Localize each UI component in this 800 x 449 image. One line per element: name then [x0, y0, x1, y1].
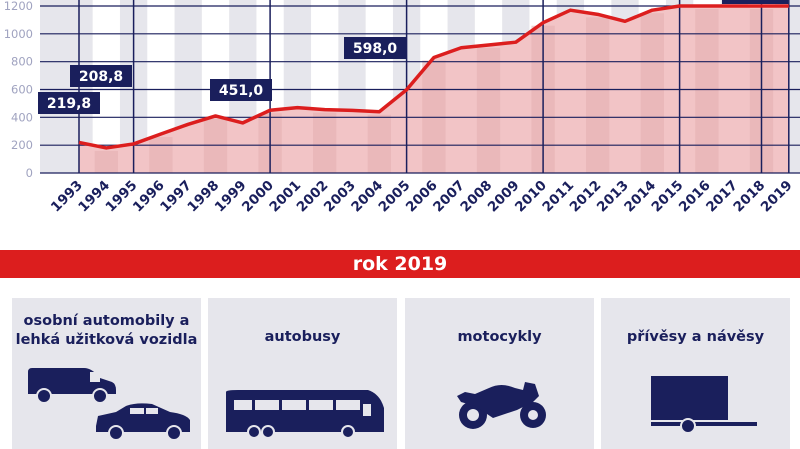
area-stripe [367, 114, 391, 173]
category-title: osobní automobily a lehká užitková vozid… [15, 313, 198, 348]
area-stripe [94, 150, 118, 173]
category-title: přívěsy a návěsy [626, 329, 765, 345]
category-card-trailers: přívěsy a návěsy [601, 298, 790, 449]
area-stripe [476, 47, 501, 173]
category-title: autobusy [264, 329, 341, 345]
area-stripe [149, 137, 173, 173]
y-tick-label: 800 [11, 55, 33, 69]
area-stripe [203, 118, 228, 173]
series-line [78, 4, 789, 150]
y-tick-label: 400 [11, 110, 33, 124]
data-label-box [38, 92, 100, 114]
y-tick-label: 1200 [4, 0, 33, 13]
van-and-car-icon [28, 368, 190, 441]
data-label-box [210, 79, 272, 101]
y-tick-label: 0 [26, 166, 33, 180]
area-stripe [695, 9, 719, 173]
y-tick-label: 200 [11, 138, 33, 152]
area-stripe [586, 17, 610, 173]
area-stripe [640, 13, 664, 173]
bus-icon [226, 390, 384, 439]
data-label: 208,8 [79, 69, 123, 85]
x-tick-label: 2019 [758, 178, 796, 216]
motorcycle-icon [457, 382, 546, 429]
category-card-cars: osobní automobily a lehká užitková vozid… [12, 298, 201, 449]
data-label-box-cropped [722, 0, 788, 4]
data-label-box [70, 65, 132, 87]
data-label-box [344, 37, 406, 59]
data-label: 598,0 [353, 41, 398, 57]
category-title: motocykly [457, 329, 542, 345]
data-label: 219,8 [47, 96, 91, 112]
data-label: 451,0 [219, 83, 264, 99]
chart: 0200400600800100012001993199419951996199… [4, 0, 800, 216]
y-tick-label: 1000 [4, 27, 33, 41]
background-stripe [40, 0, 68, 173]
y-tick-label: 600 [11, 83, 33, 97]
year-banner: rok 2019 [0, 250, 800, 278]
trailer-icon [651, 376, 757, 434]
category-card-motorcycles: motocykly [405, 298, 594, 449]
category-card-buses: autobusy [208, 298, 397, 449]
area-stripe [313, 112, 337, 173]
